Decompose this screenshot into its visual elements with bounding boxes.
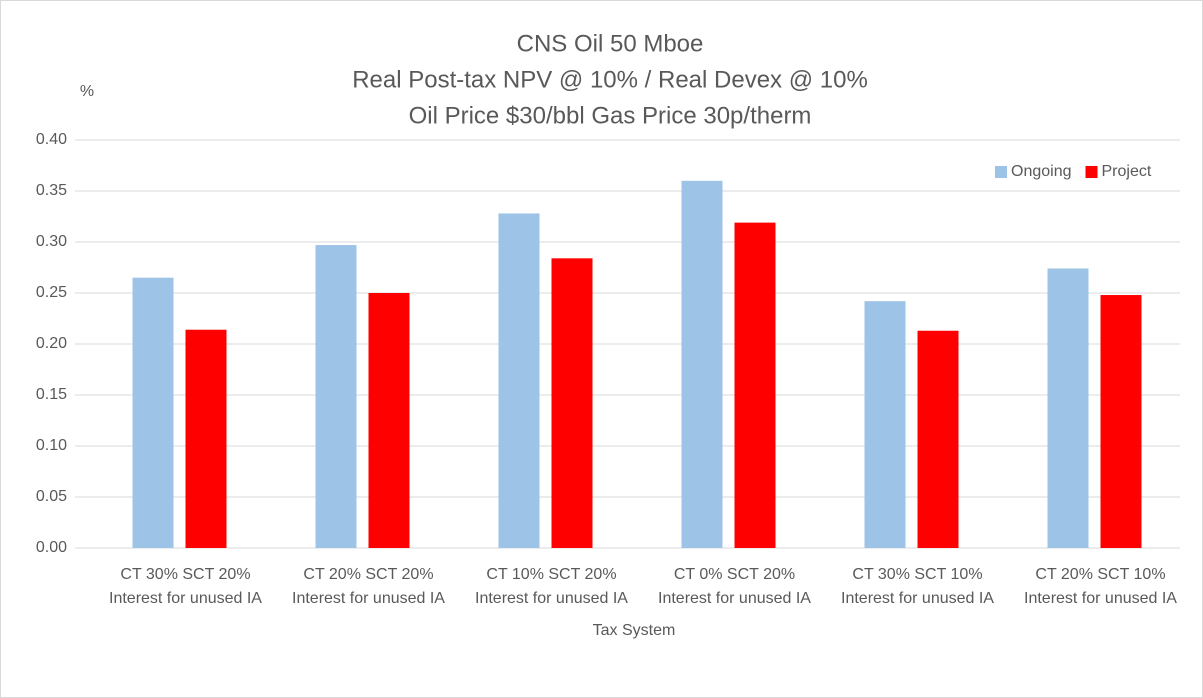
bar [551, 258, 593, 548]
y-tick-label: 0.05 [36, 488, 67, 505]
x-tick-label: Interest for unused IA [658, 590, 811, 607]
legend-label: Project [1102, 163, 1152, 180]
bar [681, 180, 723, 549]
x-tick-label: CT 30% SCT 20% [120, 566, 250, 583]
y-tick-label: 0.15 [36, 386, 67, 403]
x-tick-label: Interest for unused IA [292, 590, 445, 607]
y-tick-label: 0.35 [36, 182, 67, 199]
y-tick-label: 0.10 [36, 437, 67, 454]
y-tick-label: 0.00 [36, 539, 67, 556]
x-tick-label: Interest for unused IA [1024, 590, 1177, 607]
y-tick-label: 0.40 [36, 131, 67, 148]
bar [368, 293, 410, 548]
bar [185, 329, 227, 548]
y-tick-label: 0.25 [36, 284, 67, 301]
bar [864, 301, 906, 548]
y-tick-label: 0.30 [36, 233, 67, 250]
bar [498, 213, 540, 548]
y-tick-label: 0.20 [36, 335, 67, 352]
chart-title: Oil Price $30/bbl Gas Price 30p/therm [409, 102, 812, 129]
bar [1047, 268, 1089, 548]
legend-swatch [995, 166, 1007, 178]
bar [734, 222, 776, 548]
x-tick-label: CT 10% SCT 20% [486, 566, 616, 583]
x-axis-label: Tax System [593, 622, 676, 639]
x-tick-label: Interest for unused IA [109, 590, 262, 607]
y-axis-label: % [80, 83, 94, 100]
chart-title: Real Post-tax NPV @ 10% / Real Devex @ 1… [352, 66, 868, 93]
x-tick-label: Interest for unused IA [475, 590, 628, 607]
chart-title: CNS Oil 50 Mboe [517, 30, 704, 57]
legend-label: Ongoing [1011, 163, 1072, 180]
legend-swatch [1085, 166, 1098, 178]
x-tick-label: CT 30% SCT 10% [852, 566, 982, 583]
x-tick-label: CT 0% SCT 20% [674, 566, 795, 583]
bar [315, 245, 357, 548]
x-tick-label: Interest for unused IA [841, 590, 994, 607]
bar [1100, 295, 1142, 548]
x-tick-label: CT 20% SCT 20% [303, 566, 433, 583]
bar [132, 277, 174, 548]
bar [917, 330, 959, 548]
x-tick-label: CT 20% SCT 10% [1035, 566, 1165, 583]
